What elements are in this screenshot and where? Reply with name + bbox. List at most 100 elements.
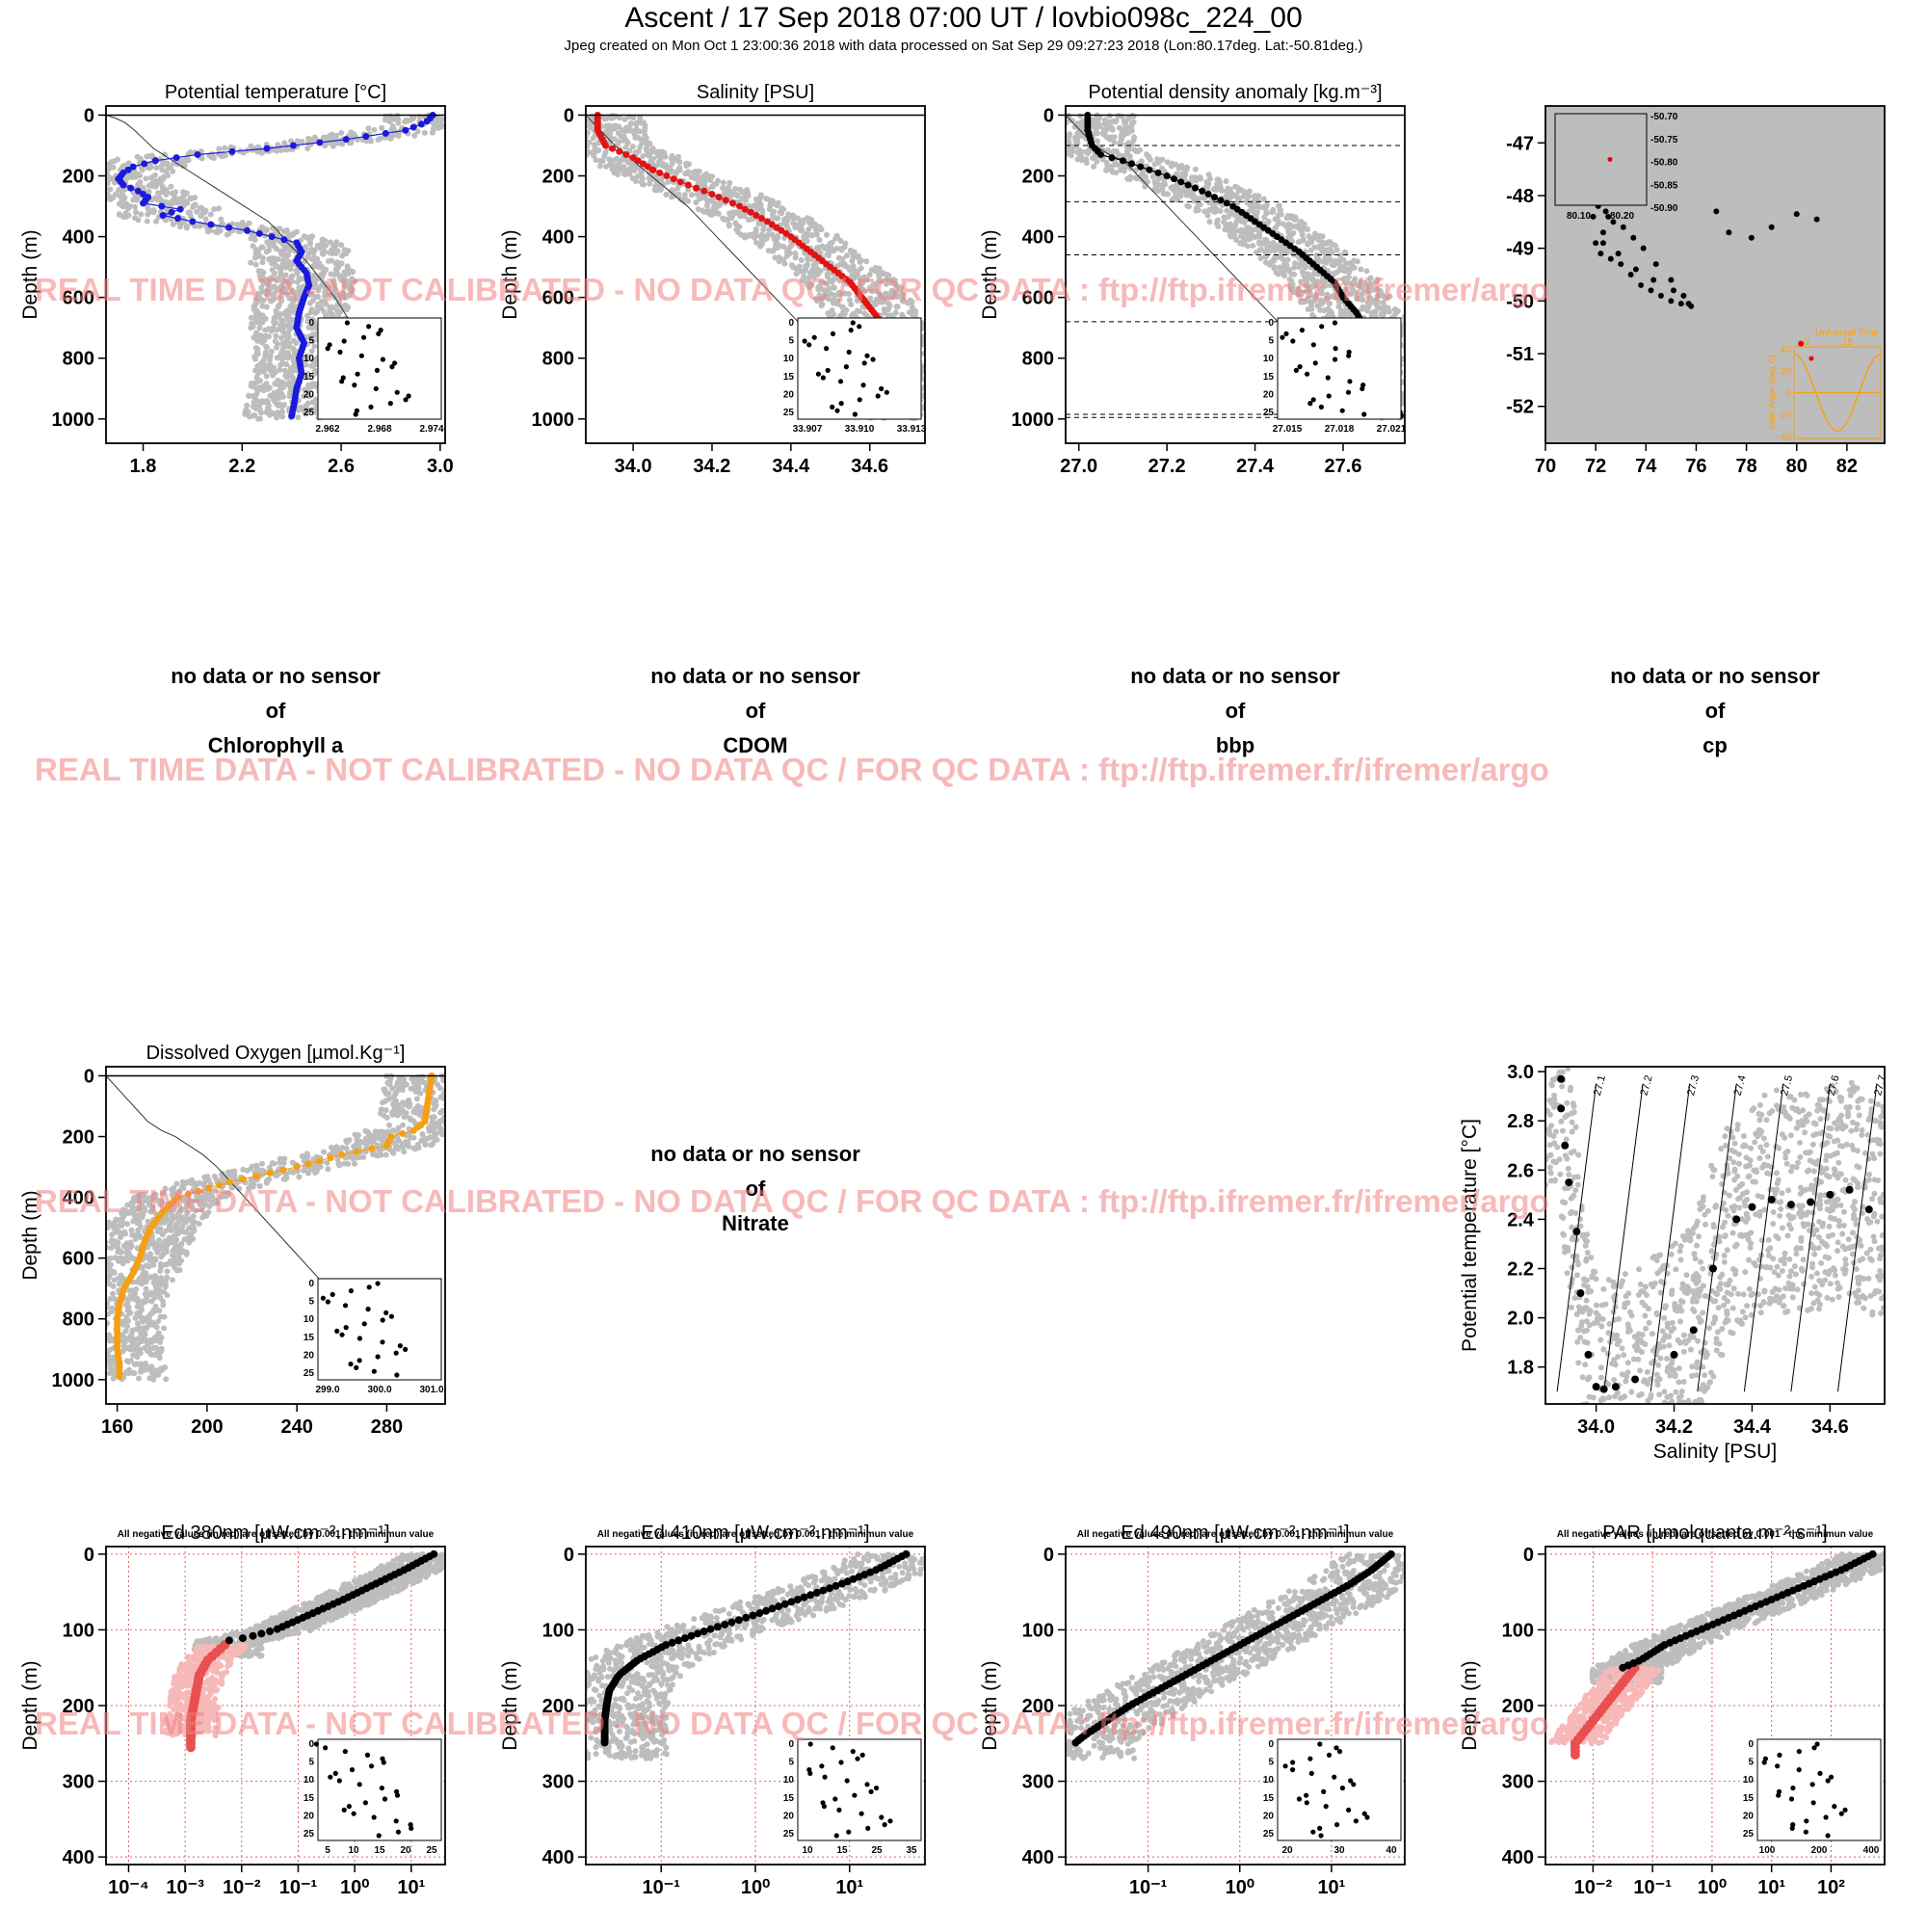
historical-point bbox=[839, 247, 845, 252]
historical-point bbox=[941, 375, 947, 381]
surface-inset-ytick: 15 bbox=[304, 372, 315, 383]
historical-point bbox=[928, 383, 934, 388]
historical-point bbox=[1423, 411, 1429, 417]
historical-point bbox=[947, 375, 953, 381]
historical-point bbox=[1239, 219, 1245, 225]
surface-inset-point bbox=[860, 383, 865, 387]
historical-point bbox=[1176, 166, 1182, 172]
profile-point bbox=[685, 181, 692, 188]
historical-point bbox=[579, 144, 585, 149]
historical-point bbox=[692, 175, 698, 181]
historical-point bbox=[431, 126, 436, 132]
historical-point bbox=[937, 372, 943, 378]
historical-point bbox=[1227, 229, 1232, 235]
historical-point bbox=[1045, 140, 1051, 146]
historical-point bbox=[459, 119, 464, 125]
historical-point bbox=[929, 369, 935, 375]
historical-point bbox=[1414, 349, 1420, 355]
historical-point bbox=[941, 400, 947, 406]
historical-point bbox=[779, 243, 784, 249]
historical-point bbox=[551, 130, 557, 136]
historical-point bbox=[188, 213, 194, 219]
historical-point bbox=[1277, 265, 1282, 271]
historical-point bbox=[335, 264, 341, 270]
historical-point bbox=[1142, 177, 1148, 183]
figure-subtitle: Jpeg created on Mon Oct 1 23:00:36 2018 … bbox=[565, 38, 1363, 54]
profile-point bbox=[616, 148, 622, 155]
historical-point bbox=[608, 160, 614, 166]
historical-point bbox=[1417, 412, 1423, 418]
profile-point bbox=[1199, 188, 1205, 195]
historical-point bbox=[1122, 119, 1127, 124]
historical-point bbox=[1426, 390, 1432, 396]
surface-inset-point bbox=[388, 401, 393, 406]
historical-point bbox=[939, 410, 945, 416]
surface-inset-point bbox=[355, 372, 359, 377]
historical-point bbox=[203, 208, 209, 214]
historical-point bbox=[1204, 183, 1210, 189]
historical-point bbox=[1434, 410, 1439, 416]
historical-point bbox=[1416, 368, 1422, 374]
historical-point bbox=[1408, 371, 1413, 377]
historical-point bbox=[1308, 248, 1314, 253]
historical-point bbox=[181, 160, 187, 166]
y-tick-label: 1000 bbox=[1012, 410, 1055, 431]
historical-point bbox=[1067, 133, 1072, 139]
historical-point bbox=[1411, 412, 1416, 418]
profile-point bbox=[729, 199, 736, 206]
profile-point bbox=[700, 188, 707, 195]
historical-point bbox=[253, 262, 259, 268]
historical-point bbox=[937, 355, 942, 360]
profile-point bbox=[207, 221, 214, 227]
historical-point bbox=[616, 139, 621, 145]
historical-point bbox=[146, 183, 152, 189]
historical-point bbox=[1426, 372, 1432, 378]
historical-point bbox=[930, 377, 936, 383]
historical-point bbox=[1253, 234, 1258, 240]
historical-point bbox=[927, 322, 933, 328]
historical-point bbox=[1409, 331, 1414, 337]
historical-point bbox=[937, 388, 943, 394]
historical-point bbox=[926, 353, 932, 358]
historical-point bbox=[729, 192, 735, 198]
historical-point bbox=[132, 204, 138, 210]
historical-point bbox=[1226, 222, 1231, 227]
surface-inset-ytick: 5 bbox=[308, 336, 314, 347]
historical-point bbox=[1406, 403, 1412, 409]
historical-point bbox=[1116, 113, 1122, 119]
y-tick-label: 400 bbox=[1022, 227, 1054, 249]
profile-point bbox=[1177, 178, 1184, 185]
historical-point bbox=[1076, 150, 1082, 156]
historical-point bbox=[251, 324, 256, 330]
historical-point bbox=[1416, 384, 1422, 389]
surface-inset-ytick: 25 bbox=[304, 408, 315, 418]
surface-inset-xtick: 33.913 bbox=[897, 424, 927, 435]
historical-point bbox=[1102, 117, 1108, 122]
historical-point bbox=[936, 392, 941, 398]
historical-point bbox=[1425, 367, 1431, 373]
historical-point bbox=[144, 154, 149, 160]
x-tick-label: 3.0 bbox=[427, 456, 454, 477]
historical-point bbox=[215, 229, 221, 235]
historical-point bbox=[554, 114, 560, 119]
historical-point bbox=[551, 118, 557, 123]
historical-point bbox=[563, 132, 568, 138]
historical-point bbox=[247, 413, 252, 419]
historical-point bbox=[943, 399, 949, 405]
profile-point bbox=[177, 206, 184, 213]
historical-point bbox=[928, 353, 934, 358]
historical-point bbox=[1305, 240, 1310, 246]
historical-point bbox=[937, 377, 942, 383]
surface-inset-point bbox=[381, 357, 385, 361]
historical-point bbox=[260, 255, 266, 261]
historical-point bbox=[1405, 377, 1411, 383]
historical-point bbox=[263, 385, 269, 391]
historical-point bbox=[753, 240, 759, 246]
historical-point bbox=[1413, 354, 1419, 359]
historical-point bbox=[1123, 144, 1129, 149]
surface-inset-ytick: 10 bbox=[304, 354, 315, 364]
surface-inset-point bbox=[853, 411, 858, 416]
historical-point bbox=[550, 130, 556, 136]
